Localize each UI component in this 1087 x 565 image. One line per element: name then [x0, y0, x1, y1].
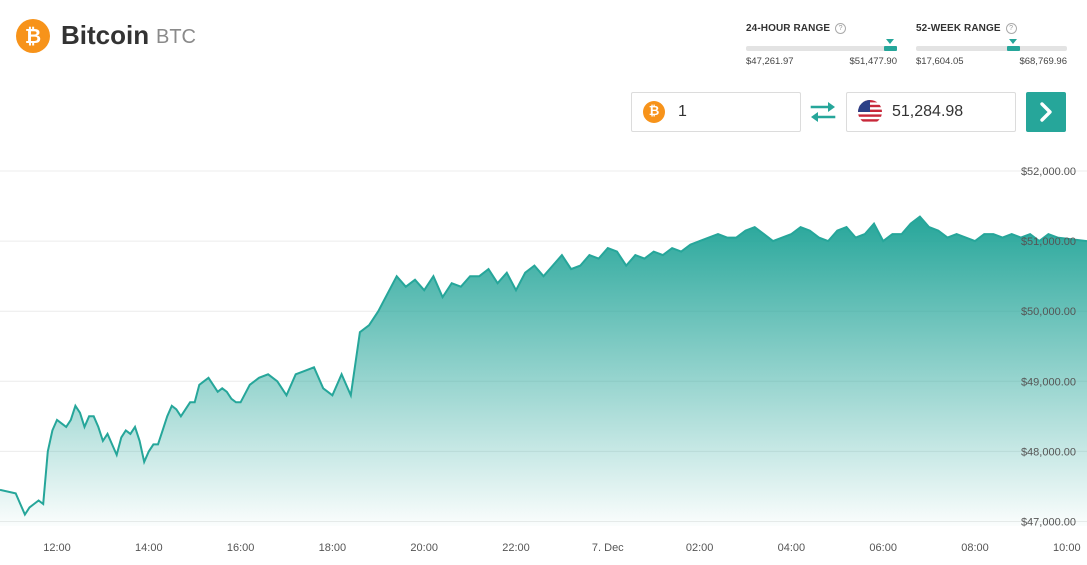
bitcoin-icon: ₿ — [643, 101, 665, 123]
day-range-marker-icon — [886, 39, 895, 44]
x-tick-label: 20:00 — [410, 542, 438, 554]
price-chart[interactable]: $47,000.00 $48,000.00 $49,000.00 $50,000.00… — [0, 145, 1087, 565]
crypto-amount-value[interactable]: 1 — [678, 103, 687, 120]
x-tick-label: 22:00 — [502, 542, 530, 554]
convert-go-button[interactable] — [1026, 92, 1066, 132]
x-tick-label: 04:00 — [778, 542, 806, 554]
day-range-low: $47,261.97 — [746, 56, 794, 67]
chevron-right-icon — [1040, 102, 1052, 122]
day-range-label: 24-HOUR RANGE — [746, 23, 831, 34]
y-tick-label: $47,000.00 — [1021, 516, 1076, 528]
x-tick-label: 12:00 — [43, 542, 71, 554]
y-tick-label: $48,000.00 — [1021, 446, 1076, 458]
day-range-high: $51,477.90 — [849, 56, 897, 67]
year-range-fill — [1006, 46, 1020, 51]
year-range-marker-icon — [1009, 39, 1018, 44]
x-tick-label: 7. Dec — [592, 542, 624, 554]
x-tick-label: 16:00 — [227, 542, 255, 554]
x-tick-label: 06:00 — [869, 542, 897, 554]
price-area — [0, 216, 1087, 526]
x-tick-label: 10:00 — [1053, 542, 1081, 554]
x-axis-labels: 12:00 14:00 16:00 18:00 20:00 22:00 7. Dec 02:0… — [43, 542, 1080, 554]
y-tick-label: $52,000.00 — [1021, 166, 1076, 178]
y-tick-label: $49,000.00 — [1021, 376, 1076, 388]
day-range-label-row: 24-HOUR RANGE? — [746, 23, 897, 34]
year-range-low: $17,604.05 — [916, 56, 964, 67]
y-tick-label: $50,000.00 — [1021, 306, 1076, 318]
x-tick-label: 18:00 — [319, 542, 347, 554]
x-tick-label: 02:00 — [686, 542, 714, 554]
year-range-bar — [916, 39, 1067, 51]
x-tick-label: 08:00 — [961, 542, 989, 554]
y-tick-label: $51,000.00 — [1021, 236, 1076, 248]
year-range-widget: 52-WEEK RANGE? $17,604.05 $68,769.96 — [916, 23, 1067, 67]
year-range-label-row: 52-WEEK RANGE? — [916, 23, 1067, 34]
coin-name: Bitcoin — [61, 20, 150, 50]
day-range-fill — [883, 46, 897, 51]
crypto-amount-field[interactable]: ₿ 1 — [631, 92, 801, 132]
fiat-amount-value[interactable]: 51,284.98 — [892, 103, 964, 120]
price-line — [0, 215, 1087, 517]
year-range-high: $68,769.96 — [1019, 56, 1067, 67]
y-axis-labels: $47,000.00 $48,000.00 $49,000.00 $50,000.00… — [1021, 166, 1076, 528]
day-range-bar — [746, 39, 897, 51]
day-range-widget: 24-HOUR RANGE? $47,261.97 $51,477.90 — [746, 23, 897, 67]
fiat-amount-field[interactable]: 51,284.98 — [846, 92, 1016, 132]
bitcoin-logo-icon: ₿ — [16, 19, 50, 53]
bitcoin-logo-glyph: ₿ — [24, 24, 42, 48]
help-icon[interactable]: ? — [835, 23, 847, 34]
x-tick-label: 14:00 — [135, 542, 163, 554]
us-flag-icon — [858, 100, 882, 124]
help-icon[interactable]: ? — [1005, 23, 1017, 34]
coin-symbol: BTC — [156, 26, 196, 48]
swap-arrows-icon[interactable] — [809, 99, 837, 125]
year-range-label: 52-WEEK RANGE — [916, 23, 1001, 34]
